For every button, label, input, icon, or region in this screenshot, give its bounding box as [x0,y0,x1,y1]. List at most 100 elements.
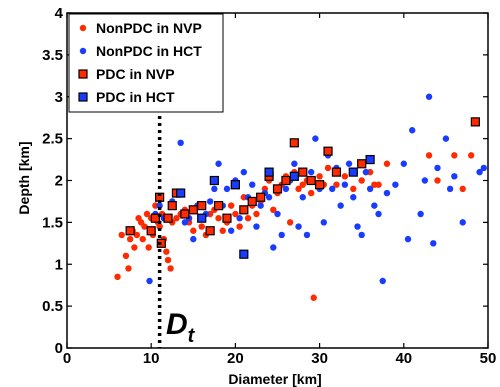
point-pdc-in-nvp [315,180,325,190]
x-tick-label: 40 [395,350,412,367]
point-nonpdc-in-hct [434,164,441,172]
point-pdc-in-nvp [180,209,190,219]
y-tick-label: 3.5 [42,47,63,64]
point-nonpdc-in-nvp [451,152,458,159]
point-nonpdc-in-hct [362,168,370,176]
point-nonpdc-in-hct [337,202,344,209]
point-nonpdc-in-hct [146,277,153,285]
legend-marker-pdc-hct [78,92,88,102]
legend-label-nonpdc-nvp: NonPDC in NVP [96,20,202,36]
point-nonpdc-in-nvp [173,214,180,222]
point-pdc-in-hct [197,213,207,223]
point-pdc-in-hct [365,154,375,165]
point-nonpdc-in-hct [312,135,319,142]
point-nonpdc-in-hct [227,227,235,234]
point-nonpdc-in-hct [181,219,189,226]
point-nonpdc-in-nvp [467,152,475,159]
point-pdc-in-nvp [323,146,333,156]
axis-ticks [66,12,489,349]
point-nonpdc-in-nvp [143,210,151,218]
point-pdc-in-nvp [289,138,299,148]
point-nonpdc-in-hct [446,185,454,193]
y-tick-label: 2 [55,173,63,190]
point-pdc-in-nvp [146,226,156,236]
point-nonpdc-in-nvp [375,181,382,188]
point-pdc-in-hct [230,180,240,190]
point-nonpdc-in-hct [206,198,214,205]
point-nonpdc-in-hct [303,231,311,239]
point-nonpdc-in-hct [476,168,483,176]
point-pdc-in-nvp [197,201,207,211]
y-tick-label: 2.5 [42,131,63,148]
point-nonpdc-in-nvp [133,231,141,239]
point-nonpdc-in-nvp [145,244,152,251]
point-nonpdc-in-nvp [383,160,391,167]
point-nonpdc-in-hct [379,277,386,285]
point-nonpdc-in-nvp [253,210,260,218]
legend-label-nonpdc-hct: NonPDC in HCT [96,43,202,59]
point-pdc-in-hct [176,188,186,198]
point-nonpdc-in-nvp [125,265,132,272]
point-nonpdc-in-nvp [333,181,340,188]
x-tick-labels: 0 10 20 30 40 50 [63,350,497,367]
point-nonpdc-in-hct [375,210,382,218]
point-nonpdc-in-nvp [164,256,172,264]
legend-label-pdc-nvp: PDC in NVP [96,66,175,82]
point-nonpdc-in-nvp [227,202,235,209]
point-nonpdc-in-nvp [350,185,357,193]
point-nonpdc-in-hct [265,194,273,201]
point-nonpdc-in-hct [400,160,407,167]
point-nonpdc-in-nvp [167,265,174,272]
point-nonpdc-in-nvp [122,252,130,260]
point-nonpdc-in-hct [366,185,374,193]
point-nonpdc-in-hct [392,181,399,188]
point-pdc-in-nvp [256,192,266,202]
point-pdc-in-nvp [150,213,161,223]
point-nonpdc-in-nvp [126,235,134,243]
point-nonpdc-in-hct [295,223,302,230]
point-nonpdc-in-nvp [131,244,138,251]
point-nonpdc-in-nvp [215,214,222,222]
point-nonpdc-in-hct [409,127,416,134]
point-pdc-in-nvp [306,175,316,186]
point-pdc-in-hct [289,171,299,181]
y-tick-label: 0 [55,340,63,357]
point-nonpdc-in-nvp [190,227,197,234]
point-nonpdc-in-nvp [114,273,121,281]
threshold-label-main: D [166,308,188,341]
point-nonpdc-in-hct [345,160,353,167]
point-pdc-in-nvp [281,175,291,186]
point-nonpdc-in-hct [459,219,466,226]
point-nonpdc-in-hct [211,185,218,193]
legend-marker-nonpdc-nvp [79,24,87,32]
point-pdc-in-hct [264,167,274,177]
y-axis-label: Depth [km] [16,141,32,214]
y-tick-label: 3 [55,89,63,106]
point-nonpdc-in-nvp [270,206,277,214]
point-nonpdc-in-nvp [299,181,306,188]
x-tick-label: 0 [63,350,71,367]
x-tick-label: 20 [227,350,244,367]
point-nonpdc-in-hct [417,210,424,218]
point-pdc-in-nvp [298,167,308,177]
legend-box [68,13,224,113]
point-nonpdc-in-nvp [358,177,365,184]
point-nonpdc-in-hct [354,223,361,230]
point-nonpdc-in-nvp [434,177,441,184]
point-nonpdc-in-hct [299,194,306,201]
point-nonpdc-in-hct [421,177,429,184]
point-nonpdc-in-nvp [307,189,315,197]
point-nonpdc-in-hct [270,244,277,251]
point-nonpdc-in-hct [274,210,281,218]
point-nonpdc-in-nvp [286,219,294,226]
point-nonpdc-in-hct [425,93,433,100]
point-nonpdc-in-hct [480,164,487,172]
x-tick-label: 30 [311,350,328,367]
point-pdc-in-nvp [167,201,177,211]
point-nonpdc-in-nvp [324,164,332,172]
point-nonpdc-in-hct [371,202,378,209]
point-pdc-in-nvp [331,167,342,177]
y-tick-label: 4 [55,5,64,22]
point-nonpdc-in-hct [307,168,315,176]
threshold-label: Dt [166,308,196,347]
